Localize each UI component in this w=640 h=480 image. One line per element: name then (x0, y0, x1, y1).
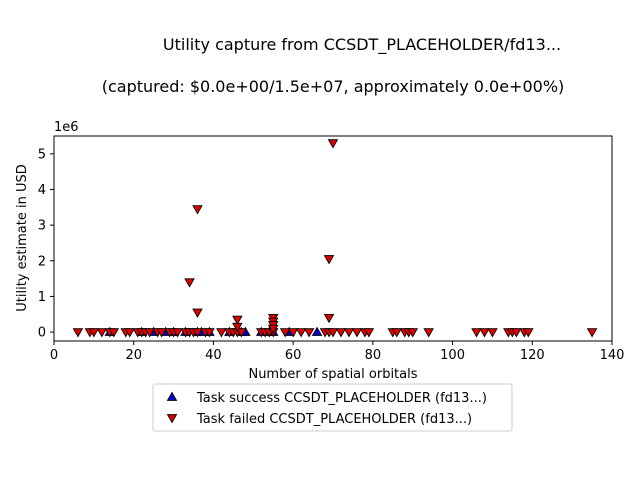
failed-point (351, 328, 363, 338)
legend-label-failed: Task failed CCSDT_PLACEHOLDER (fd13...) (196, 412, 472, 427)
legend-label-success: Task success CCSDT_PLACEHOLDER (fd13...) (196, 391, 487, 406)
failed-point (124, 328, 136, 338)
x-axis-label: Number of spatial orbitals (248, 367, 417, 382)
y-axis: 0 1 2 3 4 5 (38, 147, 54, 341)
x-tick-label: 140 (600, 348, 625, 363)
x-axis: 0 20 40 60 80 100 120 140 (50, 341, 625, 363)
y-offset-label: 1e6 (54, 120, 79, 135)
failed-point (479, 328, 490, 338)
legend-marker-shape (166, 391, 178, 401)
failed-point (267, 324, 279, 334)
x-tick-label: 0 (50, 348, 58, 363)
failed-point (323, 314, 335, 324)
failed-point (172, 328, 183, 338)
x-tick-label: 120 (520, 348, 545, 363)
x-tick-label: 100 (440, 348, 465, 363)
y-tick-label: 0 (38, 326, 46, 341)
failed-point (88, 328, 100, 338)
x-tick-label: 40 (205, 348, 222, 363)
failed-point (523, 328, 534, 338)
failed-point (423, 328, 434, 338)
failed-point (192, 205, 203, 215)
failed-point (108, 328, 120, 338)
failed-point (303, 328, 315, 338)
x-tick-label: 80 (365, 348, 382, 363)
failed-point (343, 328, 355, 338)
legend-marker-failed (166, 414, 178, 424)
failed-point (96, 328, 108, 338)
failed-point (487, 328, 498, 338)
y-tick-label: 2 (38, 254, 46, 269)
failed-point (327, 328, 339, 338)
legend-box (152, 383, 513, 432)
x-tick-label: 20 (125, 348, 142, 363)
failed-point (192, 308, 203, 318)
y-tick-label: 3 (38, 219, 46, 234)
failed-point (232, 322, 243, 333)
chart-title: Utility capture from CCSDT_PLACEHOLDER/f… (163, 35, 561, 55)
failed-point (279, 328, 291, 338)
failed-point (287, 328, 299, 338)
failed-point (72, 328, 84, 338)
failed-point (323, 255, 335, 265)
legend-marker-shape (166, 414, 178, 424)
plot-frame (53, 135, 613, 342)
failed-point (232, 315, 243, 326)
failed-point (471, 328, 482, 338)
failed-point (216, 328, 227, 338)
failed-point (327, 139, 339, 149)
y-tick-label: 4 (38, 183, 46, 198)
failed-point (184, 278, 195, 288)
failed-point (407, 328, 418, 338)
failed-point (363, 328, 375, 338)
failed-point (236, 328, 247, 338)
failed-point (156, 328, 167, 338)
chart-subtitle: (captured: $0.0e+00/1.5e+07, approximate… (102, 77, 565, 96)
x-tick-label: 60 (285, 348, 302, 363)
legend-marker-success (166, 391, 178, 401)
failed-point (144, 328, 155, 338)
failed-point (192, 328, 203, 338)
success-point (311, 326, 323, 336)
failed-point (586, 328, 598, 338)
y-tick-label: 5 (38, 147, 46, 162)
failed-point (295, 328, 307, 338)
failed-point (335, 328, 347, 338)
failed-point (391, 328, 403, 338)
y-axis-label: Utility estimate in USD (15, 164, 30, 311)
y-tick-label: 1 (38, 290, 46, 305)
legend: Task success CCSDT_PLACEHOLDER (fd13...)… (152, 383, 513, 432)
failed-point (204, 328, 215, 338)
plot-area (72, 139, 598, 338)
failed-point (511, 328, 522, 338)
